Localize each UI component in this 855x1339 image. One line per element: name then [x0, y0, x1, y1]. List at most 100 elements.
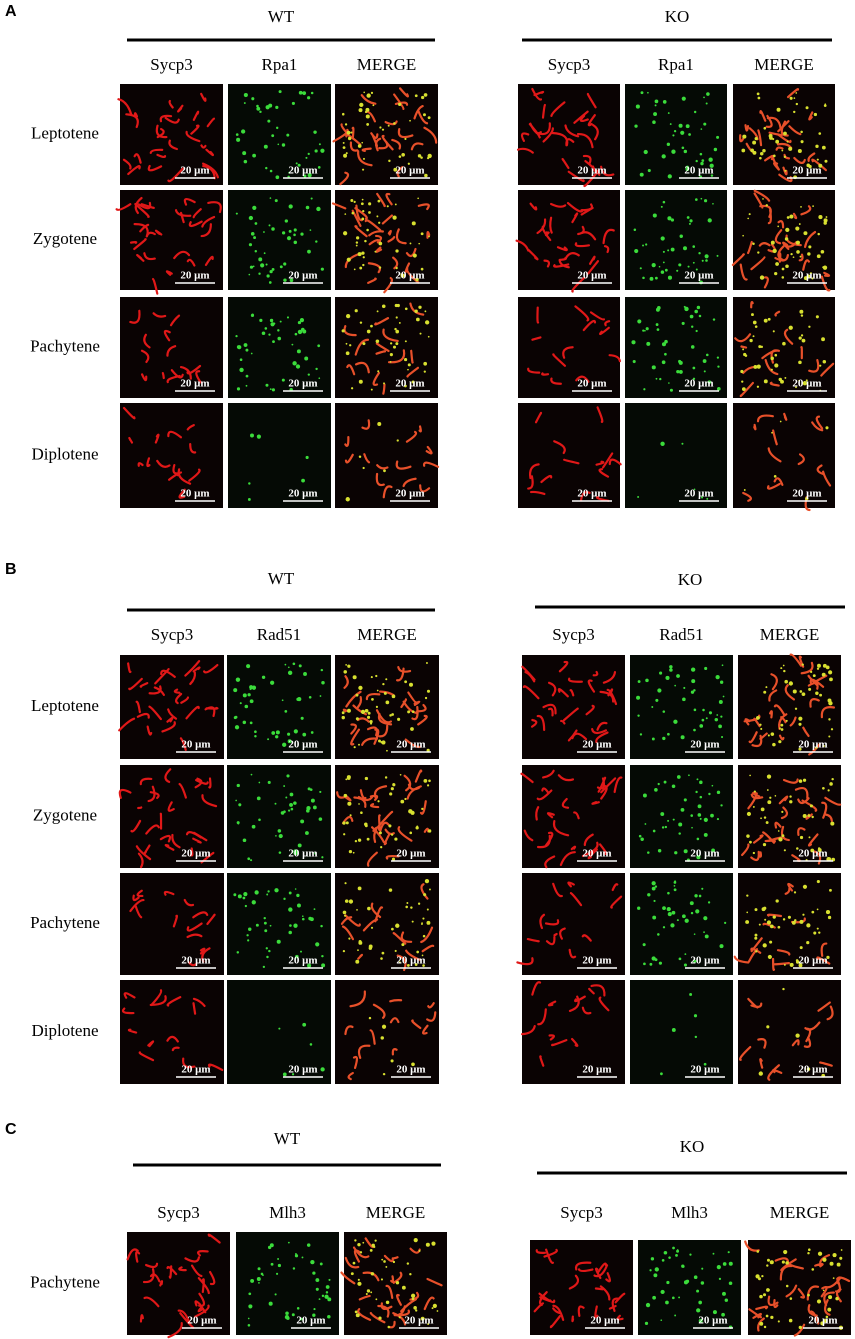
chromosome-axis — [590, 984, 606, 997]
focus — [669, 123, 672, 125]
chromosome-axis — [381, 214, 394, 225]
focus — [424, 173, 428, 178]
chromosome-axis — [344, 453, 354, 464]
chromosome-axis — [742, 491, 753, 502]
scale-bar-label: 20 μm — [582, 1064, 611, 1076]
focus — [274, 888, 279, 893]
chromosome-axis — [357, 150, 373, 167]
focus — [345, 351, 350, 356]
chromosome-axis — [792, 212, 798, 220]
focus — [346, 130, 351, 135]
chromosome-axis — [786, 88, 800, 99]
focus — [288, 930, 292, 935]
chromosome-axis — [419, 484, 431, 493]
focus — [650, 1257, 655, 1261]
focus — [383, 469, 386, 473]
chromosome-axis — [194, 1300, 201, 1307]
chromosome-axis — [189, 442, 197, 454]
focus — [287, 666, 290, 669]
focus — [267, 780, 271, 784]
scale-bar-label: 20 μm — [180, 378, 209, 390]
focus — [683, 798, 687, 802]
focus — [423, 361, 428, 366]
chromosome-axis — [570, 1037, 579, 1047]
micrograph: 20 μm — [516, 84, 620, 188]
focus — [763, 816, 767, 819]
focus — [346, 257, 351, 262]
chromosome-axis — [387, 349, 406, 364]
chromosome-axis — [582, 319, 597, 332]
scale-bar-label: 20 μm — [808, 1315, 837, 1327]
chromosome-axis — [573, 110, 589, 124]
focus — [671, 149, 676, 154]
focus — [678, 1296, 681, 1299]
chromosome-axis — [201, 1278, 205, 1294]
focus — [397, 717, 401, 721]
focus — [376, 215, 379, 218]
focus — [667, 678, 669, 680]
focus — [775, 139, 780, 144]
chromosome-axis — [384, 828, 395, 836]
focus — [795, 1033, 800, 1038]
focus — [700, 161, 704, 166]
chromosome-axis — [366, 851, 378, 867]
focus — [315, 1287, 319, 1291]
focus — [643, 962, 646, 966]
focus — [315, 1278, 320, 1283]
focus — [411, 920, 414, 923]
chromosome-axis — [557, 688, 569, 698]
scale-bar-label: 20 μm — [288, 270, 317, 282]
focus — [795, 959, 799, 962]
chromosome-axis — [569, 892, 583, 907]
chromosome-axis — [165, 270, 173, 276]
focus — [301, 917, 305, 921]
focus — [683, 849, 688, 854]
focus — [799, 946, 803, 950]
focus — [307, 963, 312, 968]
focus — [752, 320, 757, 325]
focus — [404, 680, 408, 684]
chromosome-axis — [195, 370, 202, 384]
chromosome-axis — [143, 252, 156, 261]
row-label: Pachytene — [30, 913, 100, 932]
focus — [348, 899, 354, 904]
chromosome-axis — [350, 728, 361, 746]
chromosome-axis — [616, 1314, 624, 1321]
focus — [265, 383, 269, 387]
focus — [377, 199, 381, 203]
focus — [250, 859, 253, 862]
focus — [678, 123, 683, 128]
focus — [649, 1269, 652, 1272]
focus — [383, 691, 387, 695]
focus — [783, 1249, 788, 1255]
focus — [652, 915, 657, 920]
focus — [252, 205, 257, 211]
focus — [388, 159, 391, 163]
focus — [358, 940, 363, 945]
focus — [296, 349, 301, 354]
scale-bar-label: 20 μm — [684, 378, 713, 390]
scale-bar-label: 20 μm — [288, 378, 317, 390]
focus — [823, 218, 828, 223]
focus — [655, 698, 659, 702]
focus — [401, 152, 405, 157]
chromosome-axis — [201, 215, 216, 228]
chromosome-axis — [340, 123, 348, 134]
focus — [381, 951, 385, 955]
focus — [836, 1262, 841, 1267]
focus — [236, 783, 240, 788]
focus — [269, 169, 273, 173]
focus — [786, 216, 790, 219]
chromosome-axis — [172, 463, 183, 475]
focus — [247, 498, 251, 501]
focus — [233, 893, 237, 897]
focus — [821, 672, 826, 677]
focus — [307, 173, 312, 178]
focus — [707, 218, 712, 223]
focus — [674, 1314, 677, 1317]
focus — [644, 1321, 649, 1325]
chromosome-axis — [817, 1001, 831, 1012]
scale-bar-label: 20 μm — [404, 1315, 433, 1327]
focus — [296, 893, 300, 898]
focus — [418, 242, 421, 245]
